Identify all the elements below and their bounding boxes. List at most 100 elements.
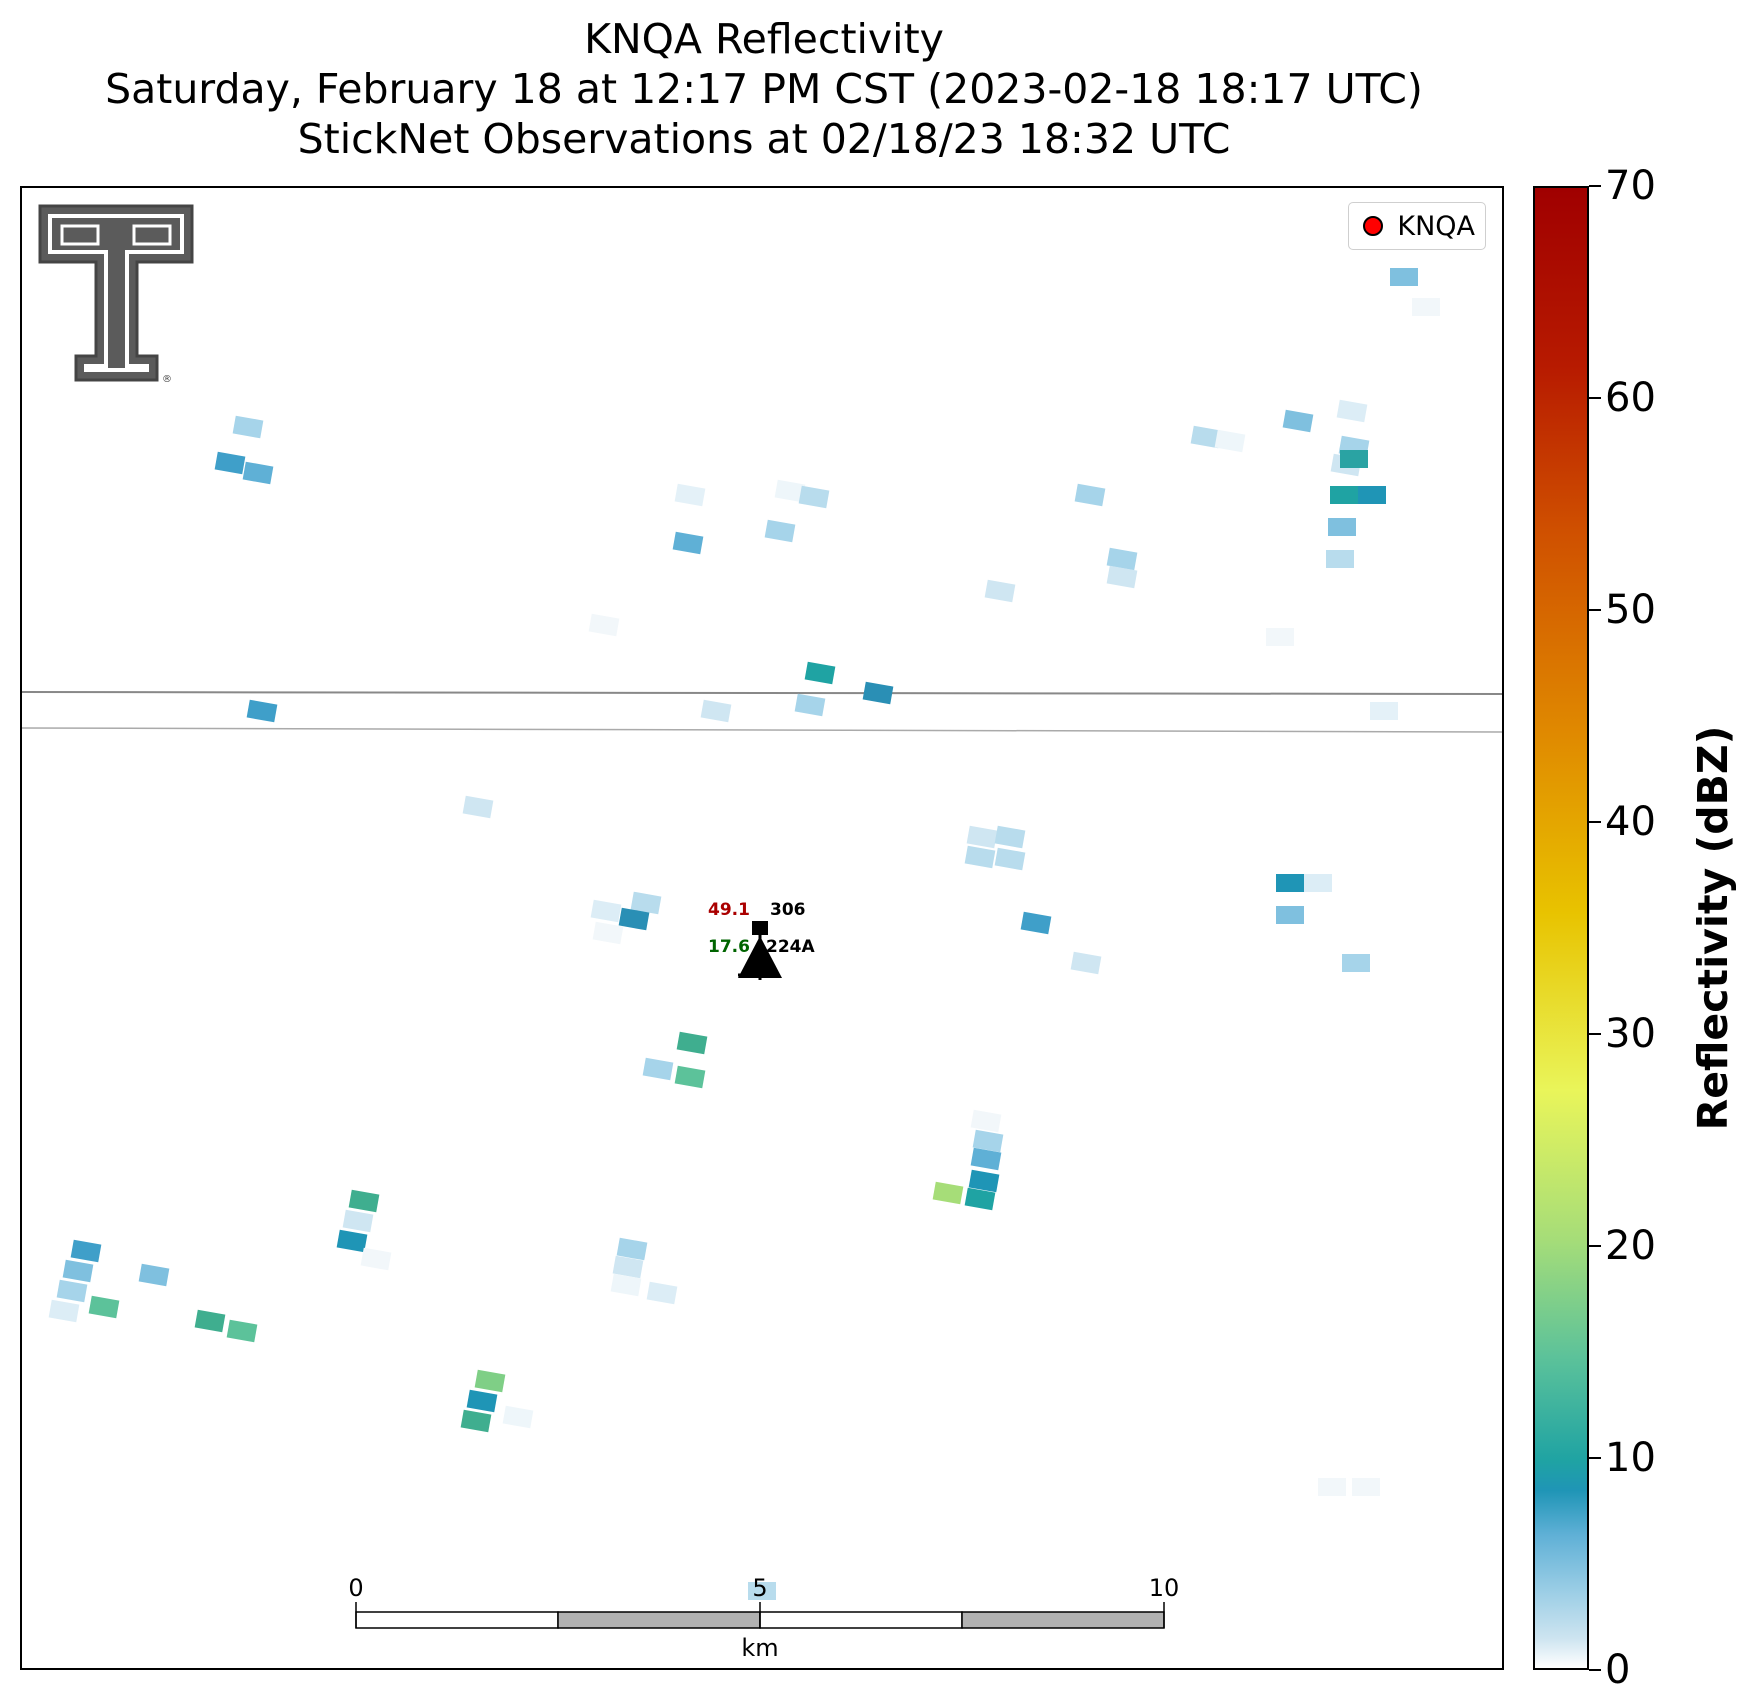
- scale-tick-0: 0: [348, 1574, 363, 1602]
- colorbar-tick: [1589, 821, 1601, 823]
- colorbar-tick: [1589, 1669, 1601, 1671]
- reflectivity-pixel: [1336, 399, 1368, 423]
- texas-tech-logo: ®: [38, 204, 194, 385]
- stick-net-station: 49.1 306 17.6 224A: [708, 900, 815, 980]
- colorbar-tick-label: 10: [1605, 1435, 1656, 1481]
- reflectivity-pixel: [1326, 550, 1354, 568]
- reflectivity-pixel: [232, 415, 264, 439]
- scale-unit: km: [741, 1634, 778, 1662]
- reflectivity-pixel: [612, 1255, 644, 1279]
- reflectivity-pixel: [672, 531, 704, 555]
- colorbar-tick: [1589, 1245, 1601, 1247]
- reflectivity-pixel: [1370, 702, 1398, 720]
- reflectivity-pixel: [502, 1405, 534, 1429]
- reflectivity-pixel: [798, 485, 830, 509]
- reflectivity-pixel: [466, 1389, 498, 1413]
- reflectivity-pixel: [676, 1031, 708, 1055]
- reflectivity-pixel: [964, 1187, 996, 1211]
- reflectivity-pixel: [932, 1181, 964, 1205]
- reflectivity-pixel: [48, 1299, 80, 1323]
- title-line-2: Saturday, February 18 at 12:17 PM CST (2…: [105, 65, 1423, 113]
- reflectivity-pixel: [774, 479, 806, 503]
- scale-bar: 0 5 10 km: [348, 1574, 1179, 1662]
- reflectivity-pixel: [764, 519, 796, 543]
- reflectivity-pixel: [794, 693, 826, 717]
- reflectivity-pixel: [970, 1147, 1002, 1171]
- reflectivity-pixel: [610, 1273, 642, 1297]
- station-marker: [752, 921, 768, 935]
- reflectivity-pixel: [242, 461, 274, 485]
- reflectivity-pixel: [862, 681, 894, 705]
- reflectivity-cells: [48, 268, 1440, 1600]
- reflectivity-pixel: [62, 1259, 94, 1283]
- colorbar-tick-label: 0: [1605, 1647, 1631, 1693]
- reflectivity-pixel: [1190, 425, 1222, 449]
- road-line: [22, 727, 1502, 733]
- reflectivity-pixel: [588, 613, 620, 637]
- reflectivity-pixel: [994, 825, 1026, 849]
- reflectivity-pixel: [1074, 483, 1106, 507]
- reflectivity-pixel: [214, 451, 246, 475]
- reflectivity-pixel: [646, 1281, 678, 1305]
- reflectivity-pixel: [246, 699, 278, 723]
- reflectivity-pixel: [970, 1109, 1002, 1133]
- colorbar-tick-label: 30: [1605, 1011, 1656, 1057]
- reflectivity-pixel: [1328, 518, 1356, 536]
- map-canvas: ® 0 5 10 km 49.1 306 17.6 224A: [22, 204, 1502, 1662]
- colorbar-tick-label: 40: [1605, 799, 1656, 845]
- reflectivity-pixel: [348, 1189, 380, 1213]
- svg-text:®: ®: [162, 374, 172, 385]
- reflectivity-pixel: [966, 825, 998, 849]
- reflectivity-pixel: [1282, 409, 1314, 433]
- reflectivity-pixel: [336, 1229, 368, 1253]
- reflectivity-pixel: [984, 579, 1016, 603]
- reflectivity-pixel: [630, 891, 662, 915]
- wind-barb-pennant: [738, 936, 782, 978]
- title-line-1: KNQA Reflectivity: [584, 15, 944, 63]
- reflectivity-pixel: [1106, 547, 1138, 571]
- station-pressure: 306: [770, 900, 806, 920]
- reflectivity-pixel: [674, 483, 706, 507]
- reflectivity-pixel: [1340, 450, 1368, 468]
- colorbar-tick: [1589, 397, 1601, 399]
- reflectivity-pixel: [1390, 268, 1418, 286]
- reflectivity-pixel: [1266, 628, 1294, 646]
- radar-map[interactable]: ® 0 5 10 km 49.1 306 17.6 224A: [20, 186, 1504, 1670]
- colorbar-title: Reflectivity (dBZ): [1689, 725, 1737, 1131]
- reflectivity-pixel: [460, 1409, 492, 1433]
- title-line-3: StickNet Observations at 02/18/23 18:32 …: [297, 115, 1231, 163]
- reflectivity-pixel: [1020, 911, 1052, 935]
- reflectivity-pixel: [618, 907, 650, 931]
- reflectivity-pixel: [56, 1279, 88, 1303]
- reflectivity-pixel: [194, 1309, 226, 1333]
- station-temperature: 49.1: [708, 900, 750, 920]
- reflectivity-pixel: [964, 845, 996, 869]
- reflectivity-pixel: [138, 1263, 170, 1287]
- reflectivity-pixel: [748, 1582, 776, 1600]
- reflectivity-pixel: [972, 1129, 1004, 1153]
- reflectivity-pixel: [1330, 486, 1358, 504]
- reflectivity-pixel: [226, 1319, 258, 1343]
- colorbar-tick: [1589, 1033, 1601, 1035]
- reflectivity-pixel: [1276, 906, 1304, 924]
- colorbar-tick-label: 50: [1605, 587, 1656, 633]
- reflectivity-pixel: [616, 1237, 648, 1261]
- reflectivity-pixel: [70, 1239, 102, 1263]
- reflectivity-pixel: [700, 699, 732, 723]
- road-line: [22, 691, 1502, 695]
- colorbar-tick-label: 60: [1605, 375, 1656, 421]
- reflectivity-pixel: [1352, 1478, 1380, 1496]
- colorbar-tick-label: 70: [1605, 163, 1656, 209]
- legend-label: KNQA: [1397, 210, 1475, 242]
- scale-tick-5: 5: [752, 1574, 767, 1602]
- station-id: 224A: [766, 937, 815, 957]
- radar-site-marker-icon: [1363, 216, 1384, 236]
- reflectivity-pixel: [1070, 951, 1102, 975]
- reflectivity-pixel: [1304, 874, 1332, 892]
- reflectivity-pixel: [1412, 298, 1440, 316]
- reflectivity-pixel: [642, 1057, 674, 1081]
- reflectivity-pixel: [88, 1295, 120, 1319]
- reflectivity-pixel: [342, 1209, 374, 1233]
- reflectivity-pixel: [1358, 486, 1386, 504]
- colorbar-tick: [1589, 1457, 1601, 1459]
